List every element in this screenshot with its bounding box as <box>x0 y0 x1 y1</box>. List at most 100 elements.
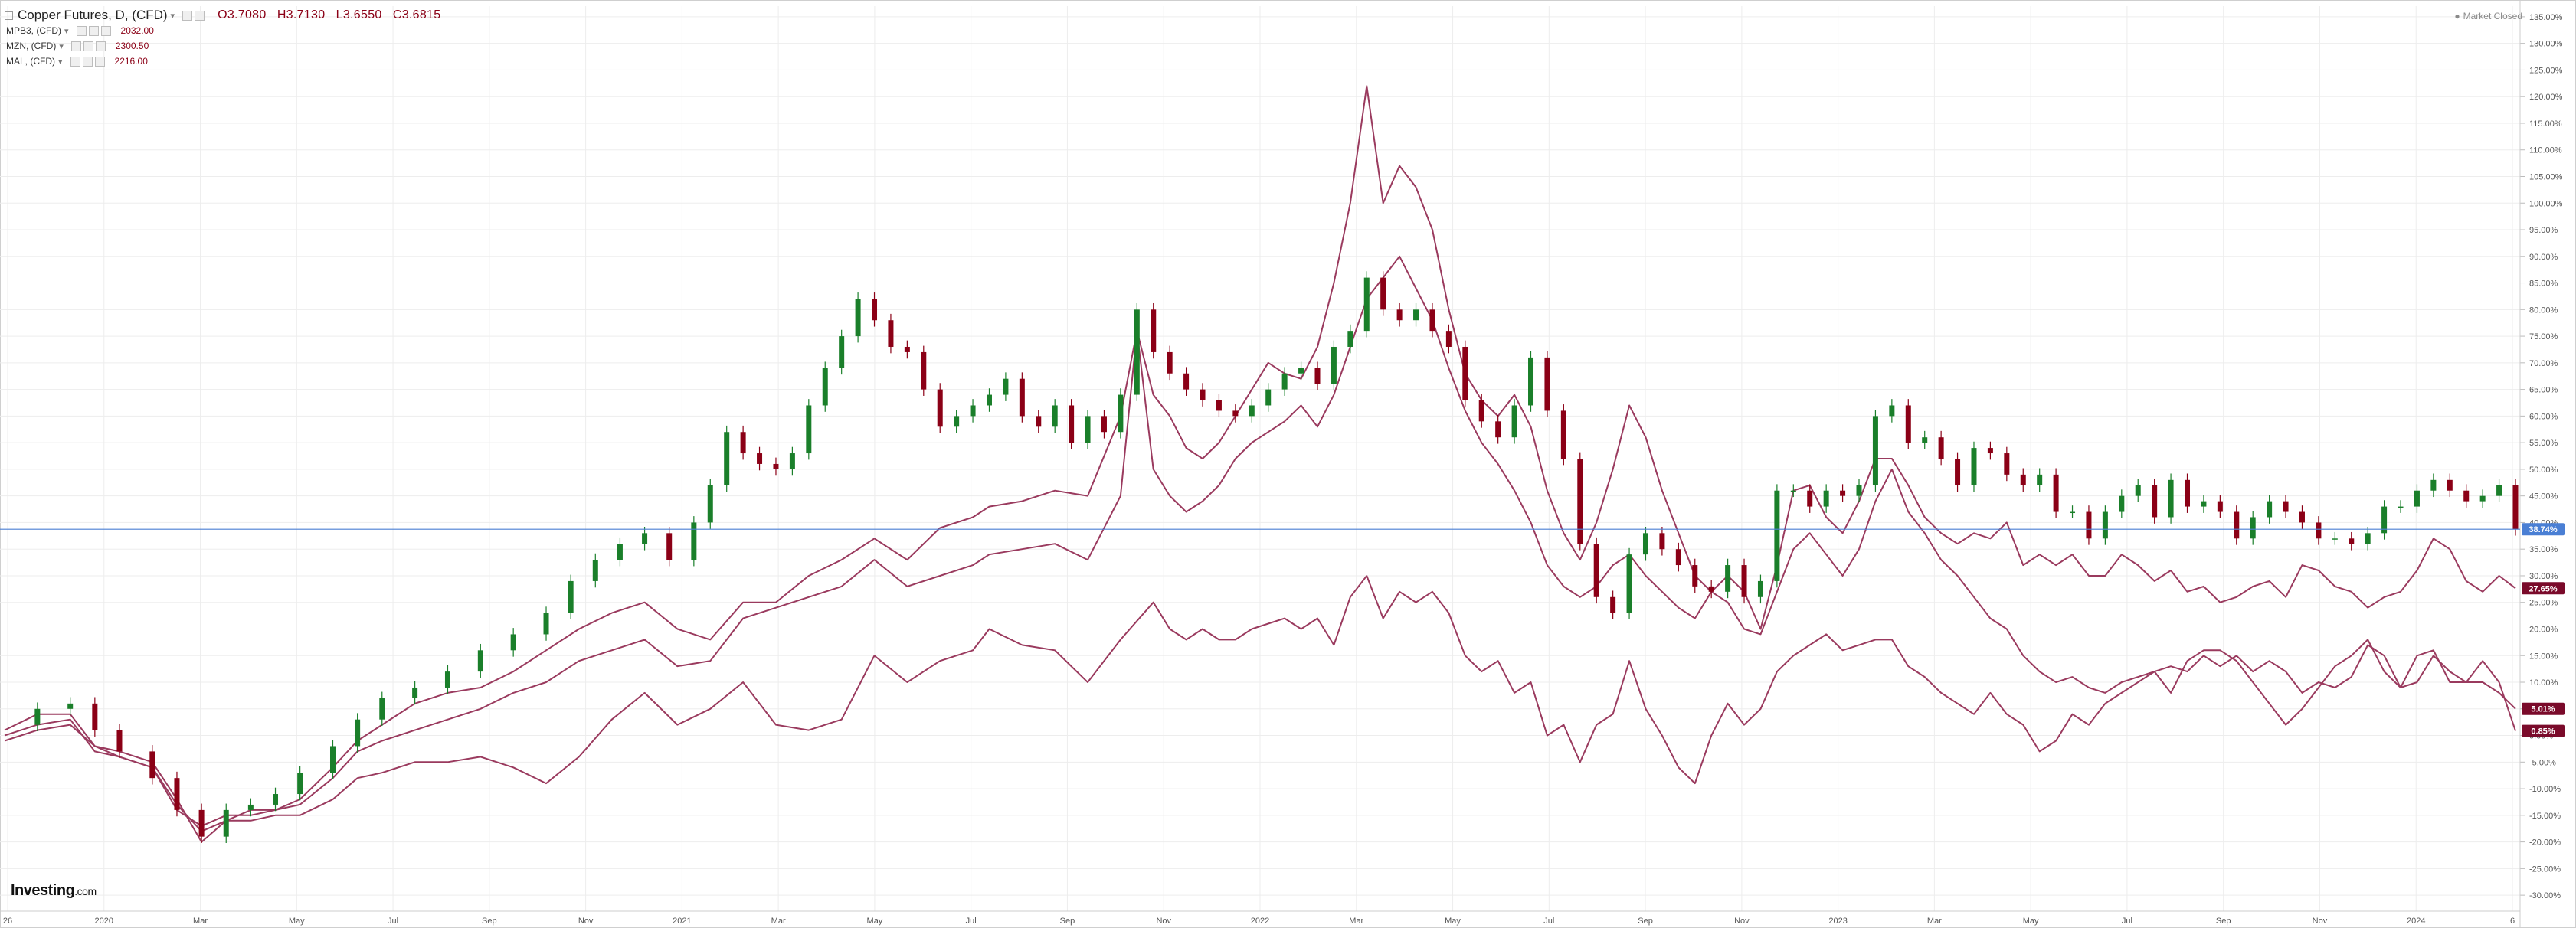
candle-body <box>1183 373 1190 390</box>
candle-body <box>223 809 229 837</box>
candle-body <box>1626 554 1632 613</box>
candle-body <box>2496 485 2502 496</box>
candle-body <box>1889 405 1895 417</box>
candle-body <box>198 809 205 837</box>
comparison-name[interactable]: MAL, (CFD) <box>6 56 55 67</box>
candle-body <box>1659 533 1665 550</box>
candle-body <box>1462 346 1468 400</box>
candle-body <box>2479 495 2486 502</box>
candle-body <box>149 751 155 779</box>
candle-body <box>2430 479 2437 491</box>
x-axis-tick-label: Sep <box>482 917 497 926</box>
candle-body <box>2152 485 2158 518</box>
open-value: O3.7080 <box>218 8 267 21</box>
comparison-name[interactable]: MZN, (CFD) <box>6 41 57 51</box>
comparison-series-line-2 <box>4 255 2516 827</box>
candle-body <box>116 730 123 752</box>
candle-body <box>1347 331 1353 347</box>
candle-body <box>2168 479 2174 518</box>
settings-icon[interactable] <box>82 56 93 67</box>
high-value: H3.7130 <box>277 8 326 21</box>
candle-body <box>1741 565 1747 597</box>
candle-body <box>2381 506 2388 534</box>
y-axis-tick-label: 45.00% <box>2529 492 2558 502</box>
chevron-down-icon[interactable]: ▾ <box>59 41 64 51</box>
remove-icon[interactable] <box>94 56 105 67</box>
x-axis-tick-label: Nov <box>578 917 594 926</box>
x-axis-tick-label: Sep <box>1638 917 1653 926</box>
remove-icon[interactable] <box>95 41 106 51</box>
x-axis-tick-label: Mar <box>193 917 208 926</box>
candle-body <box>1495 421 1501 438</box>
candle-body <box>1560 410 1566 459</box>
chevron-down-icon[interactable]: ▾ <box>170 11 175 21</box>
candle-body <box>1807 490 1813 507</box>
y-axis-tick-label: 35.00% <box>2529 545 2558 554</box>
ohlc-values: O3.7080 H3.7130 L3.6550 C3.6815 <box>218 8 440 22</box>
candle-body <box>986 394 992 406</box>
candle-body <box>1642 533 1648 555</box>
x-axis-tick-label: 2021 <box>673 917 691 926</box>
candle-body <box>642 533 648 544</box>
x-axis-tick-label: Mar <box>1349 917 1363 926</box>
candle-body <box>444 671 450 688</box>
comparison-legend-1: MPB3, (CFD) ▾ 2032.00 <box>5 23 440 38</box>
y-axis-tick-label: 125.00% <box>2529 66 2563 75</box>
series-value-badge <box>2522 702 2565 715</box>
candle-body <box>510 634 516 651</box>
x-axis-tick-label: Nov <box>1734 917 1750 926</box>
visibility-icon[interactable] <box>70 56 80 67</box>
y-axis-tick-label: 120.00% <box>2529 93 2563 102</box>
y-axis-tick-label: 20.00% <box>2529 625 2558 634</box>
candle-body <box>1036 416 1042 427</box>
candle-body <box>2020 474 2026 485</box>
y-axis-tick-label: 110.00% <box>2529 146 2562 155</box>
comparison-value: 2032.00 <box>120 25 154 36</box>
y-axis-tick-label: 135.00% <box>2529 13 2563 22</box>
candle-body <box>273 794 279 805</box>
candle-body <box>757 453 763 464</box>
candle-body <box>1593 544 1599 597</box>
settings-icon[interactable] <box>195 10 205 21</box>
remove-icon[interactable] <box>100 25 111 36</box>
candle-body <box>855 299 861 337</box>
candle-body <box>2299 511 2305 523</box>
candle-body <box>2119 495 2125 512</box>
instrument-title[interactable]: Copper Futures, D, (CFD) <box>18 8 168 22</box>
candle-body <box>1856 485 1862 496</box>
candle-body <box>1938 437 1944 459</box>
candle-body <box>1905 405 1911 443</box>
visibility-icon[interactable] <box>76 25 87 36</box>
visibility-icon[interactable] <box>182 10 193 21</box>
comparison-name[interactable]: MPB3, (CFD) <box>6 25 61 36</box>
candle-body <box>355 719 361 747</box>
candle-body <box>1151 309 1157 352</box>
settings-icon[interactable] <box>83 41 93 51</box>
series-value-label: 27.65% <box>2529 584 2558 593</box>
chevron-down-icon[interactable]: ▾ <box>58 57 63 67</box>
candle-body <box>2463 490 2470 502</box>
candle-body <box>1922 437 1928 443</box>
candle-body <box>568 580 574 613</box>
settings-icon[interactable] <box>88 25 99 36</box>
series-value-badge <box>2522 724 2565 737</box>
comparison-value: 2216.00 <box>114 56 148 67</box>
candle-body <box>1528 357 1534 406</box>
candle-body <box>888 320 894 347</box>
y-axis-tick-label: 55.00% <box>2529 439 2558 448</box>
visibility-icon[interactable] <box>70 41 81 51</box>
x-axis-tick-label: 6 <box>2510 917 2515 926</box>
y-axis-tick-label: 10.00% <box>2529 678 2558 688</box>
candle-body <box>1840 490 1846 496</box>
chevron-down-icon[interactable]: ▾ <box>64 26 69 36</box>
candle-body <box>666 533 673 560</box>
low-value: L3.6550 <box>336 8 382 21</box>
x-axis-tick-label: 2023 <box>1828 917 1847 926</box>
x-axis-tick-label: 2024 <box>2407 917 2425 926</box>
candle-body <box>1101 416 1107 433</box>
comparison-series-line-1 <box>4 85 2516 843</box>
candle-body <box>1413 309 1419 321</box>
candle-body <box>2234 511 2240 539</box>
collapse-toggle[interactable]: − <box>5 11 13 20</box>
